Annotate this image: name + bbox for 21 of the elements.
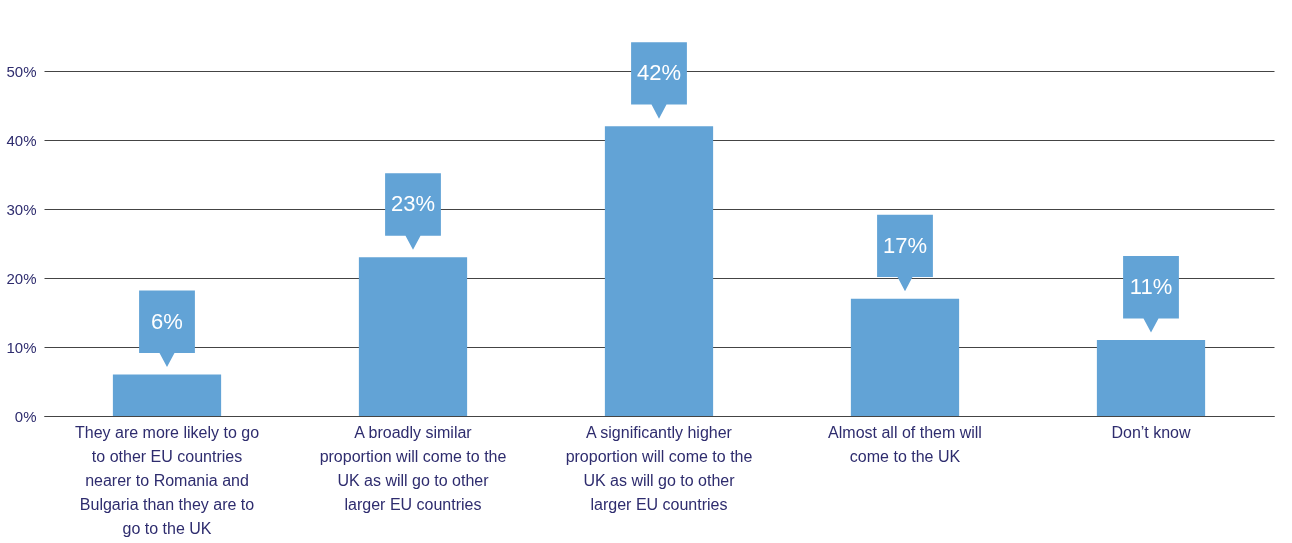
- bar: [850, 298, 960, 416]
- bar: [1096, 340, 1206, 416]
- y-tick-label: 30%: [6, 200, 37, 218]
- data-label: 6%: [151, 308, 183, 334]
- bar: [112, 374, 222, 416]
- x-tick-label: Almost all of them will come to the UK: [828, 423, 982, 465]
- x-tick-label: They are more likely to go to other EU countries nearer to Romania and Bulgaria than they are to go to the UK: [74, 423, 260, 537]
- x-tick-label: A significantly higher proportion will come to the UK as will go to other larger EU countries: [565, 423, 753, 513]
- data-label: 42%: [636, 60, 682, 86]
- bar: [358, 257, 468, 416]
- y-tick-label: 20%: [6, 269, 37, 287]
- x-tick-label: Don’t know: [1111, 423, 1192, 441]
- x-tick-label: A broadly similar proportion will come to the UK as will go to other larger EU countries: [319, 423, 507, 513]
- y-tick-label: 50%: [6, 62, 37, 80]
- data-label: 23%: [390, 191, 436, 217]
- bar: [604, 126, 714, 416]
- y-tick-label: 0%: [14, 407, 37, 425]
- data-label: 11%: [1129, 274, 1173, 300]
- data-label: 17%: [882, 232, 928, 258]
- y-tick-label: 10%: [6, 338, 37, 356]
- y-tick-label: 40%: [6, 131, 37, 149]
